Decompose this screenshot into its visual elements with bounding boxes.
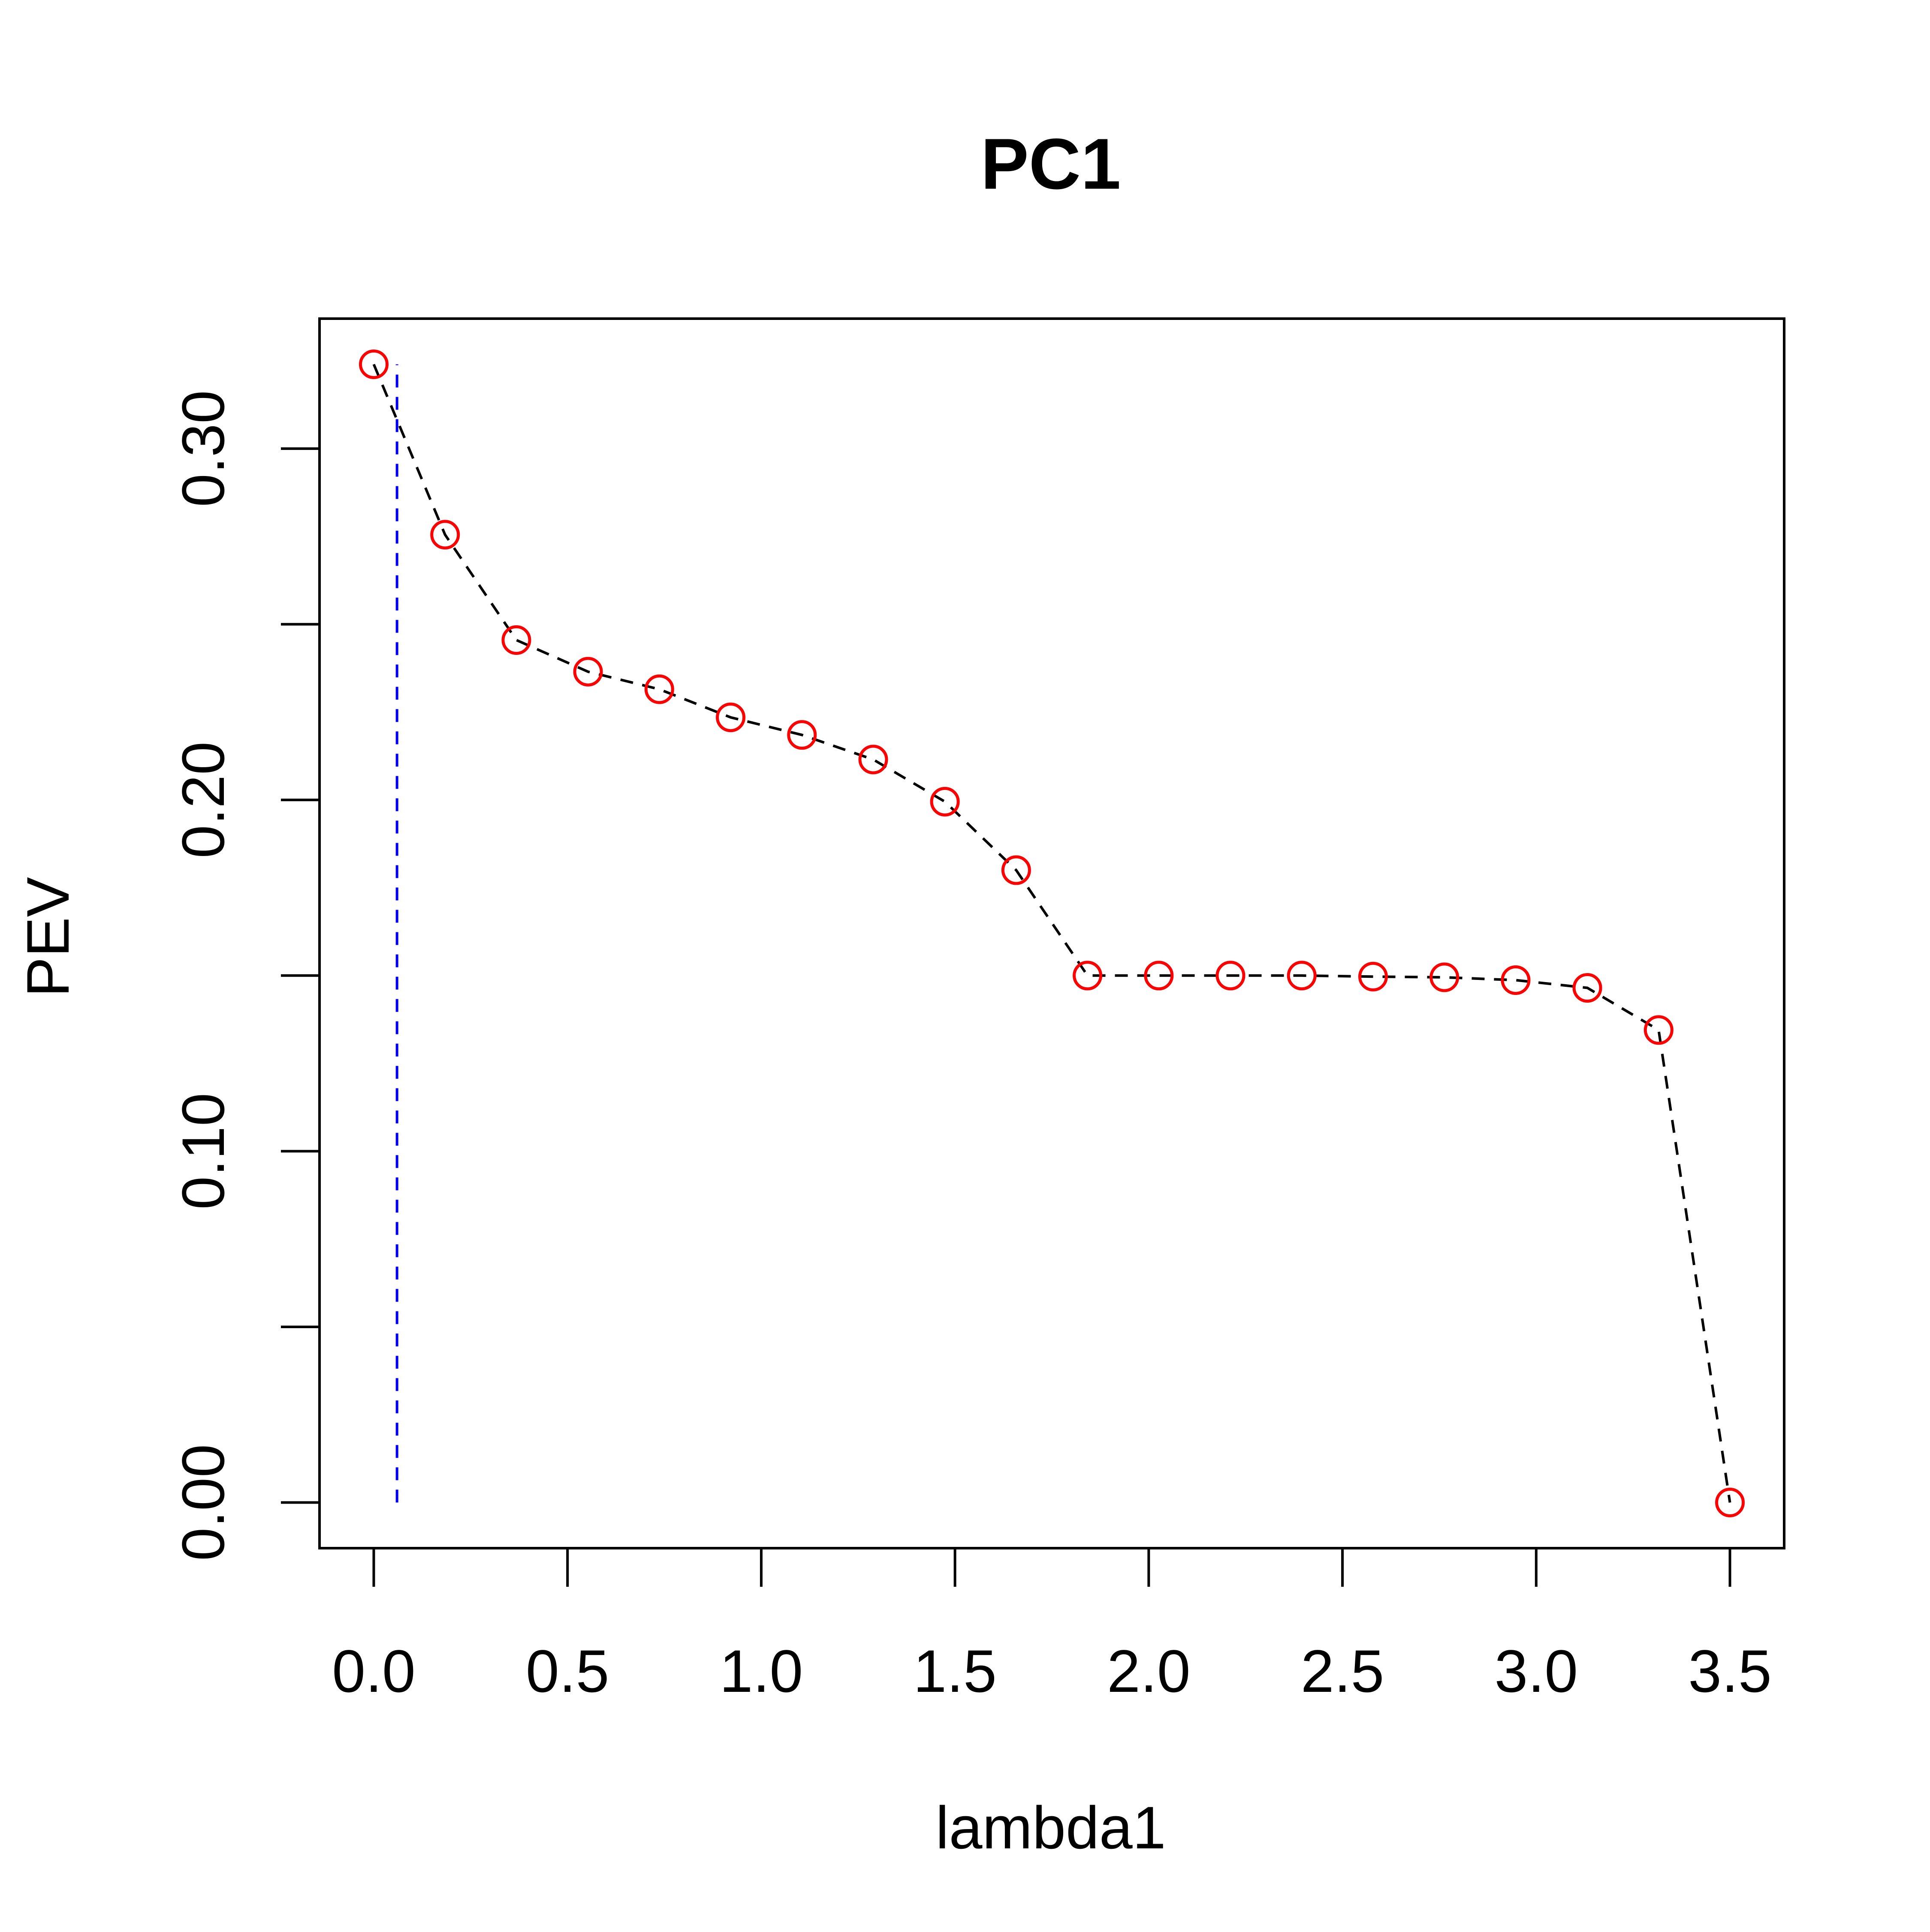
y-tick-label: 0.10 [169,1093,237,1209]
data-point [1715,1488,1745,1518]
data-point [1572,973,1602,1003]
data-point [1358,961,1388,992]
data-point [1215,961,1245,991]
data-point [359,349,389,379]
data-point [1144,961,1174,991]
data-point [930,787,960,817]
y-axis-label: PEV [14,877,81,997]
data-point [858,744,888,775]
data-point [1644,1015,1674,1045]
y-tick-label: 0.00 [169,1444,237,1561]
y-tick-label: 0.30 [169,390,237,507]
chart-title: PC1 [981,124,1121,204]
y-tick-label: 0.20 [169,741,237,858]
data-point [1501,965,1531,995]
x-tick-label: 1.5 [913,1637,997,1705]
x-tick-label: 0.0 [332,1637,416,1705]
x-axis-label: lambda1 [935,1794,1166,1861]
data-point [573,657,603,687]
plot-area: 0.0 0.5 1.0 1.5 2.0 2.5 3.0 3.5 0.00 0.10 0.20 0.30 [169,317,1785,1705]
data-point [1073,961,1103,991]
data-point [1287,961,1317,991]
x-tick-label: 2.5 [1301,1637,1384,1705]
data-point [1429,962,1460,992]
data-point [644,674,674,704]
data-point [787,720,817,750]
data-point [501,625,531,655]
data-point [1001,855,1031,885]
x-tick-label: 3.0 [1494,1637,1578,1705]
x-tick-label: 0.5 [526,1637,609,1705]
x-tick-label: 2.0 [1107,1637,1191,1705]
data-point [716,702,746,732]
x-tick-label: 3.5 [1688,1637,1772,1705]
data-point [430,520,460,550]
x-tick-label: 1.0 [720,1637,803,1705]
